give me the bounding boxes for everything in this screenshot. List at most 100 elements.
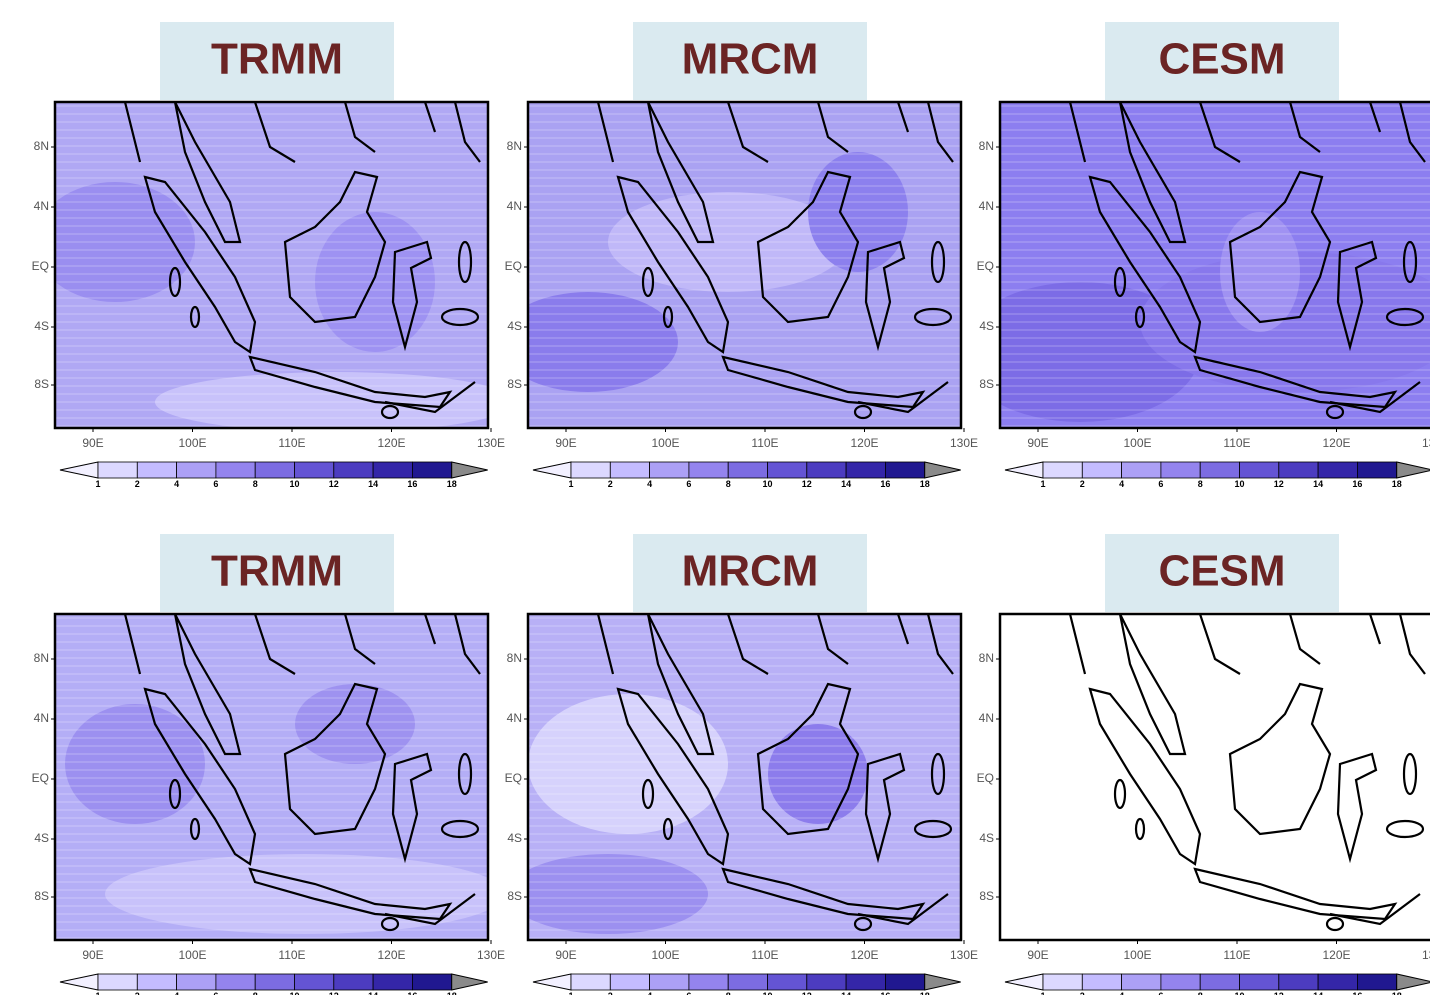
colorbar-segment <box>294 461 335 479</box>
lon-label: 110E <box>751 948 778 962</box>
colorbar-segment <box>609 973 650 991</box>
colorbar-label: 12 <box>1274 479 1284 489</box>
colorbar-segment <box>97 461 138 479</box>
colorbar-label: 2 <box>1080 991 1085 995</box>
colorbar-segment <box>372 461 413 479</box>
lon-label: 110E <box>751 436 778 450</box>
lon-label: 100E <box>178 948 206 962</box>
colorbar-label: 14 <box>841 479 851 489</box>
colorbar-label: 8 <box>726 991 731 995</box>
colorbar-segment <box>1121 973 1162 991</box>
panel-title: MRCM <box>682 547 819 596</box>
colorbar-label: 12 <box>1274 991 1284 995</box>
colorbar-label: 4 <box>647 479 652 489</box>
colorbar-label: 4 <box>174 991 179 995</box>
colorbar-label: 1 <box>95 479 100 489</box>
lon-label: 110E <box>278 436 305 450</box>
colorbar-label: 1 <box>568 991 573 995</box>
colorbar-label: 18 <box>1392 479 1402 489</box>
lat-label: 8N <box>979 139 994 153</box>
colorbar-end <box>532 461 572 479</box>
colorbar-label: 8 <box>1198 991 1203 995</box>
lon-label: 90E <box>82 436 103 450</box>
colorbar-label: 12 <box>802 479 812 489</box>
lat-label: 8N <box>34 651 49 665</box>
lon-label: 90E <box>555 436 576 450</box>
colorbar-label: 4 <box>647 991 652 995</box>
panel-title: TRMM <box>211 547 343 596</box>
colorbar-segment <box>767 461 808 479</box>
colorbar-label: 1 <box>1040 991 1045 995</box>
colorbar-segment <box>649 973 690 991</box>
colorbar-end <box>59 461 99 479</box>
colorbar-label: 16 <box>407 991 417 995</box>
lon-label: 100E <box>1123 436 1151 450</box>
colorbar-segment <box>1160 973 1201 991</box>
lat-label: 8N <box>34 139 49 153</box>
lon-label: 120E <box>850 436 878 450</box>
lon-label: 100E <box>651 948 679 962</box>
map-frame <box>526 100 963 430</box>
colorbar-segment <box>845 461 886 479</box>
lon-label: 90E <box>1027 436 1048 450</box>
colorbar-segment <box>570 973 611 991</box>
panel-title: CESM <box>1158 547 1285 596</box>
colorbar-label: 10 <box>289 991 299 995</box>
colorbar-segment <box>767 973 808 991</box>
lon-label: 100E <box>1123 948 1151 962</box>
title-box <box>160 22 394 100</box>
colorbar-segment <box>885 461 926 479</box>
colorbar-segment <box>1239 461 1280 479</box>
colorbar-end <box>924 461 961 479</box>
colorbar-label: 18 <box>920 479 930 489</box>
colorbar-segment <box>254 973 295 991</box>
colorbar-segment <box>1199 973 1240 991</box>
lon-label: 100E <box>651 436 679 450</box>
colorbar-label: 18 <box>920 991 930 995</box>
lat-label: 4N <box>979 711 994 725</box>
lon-label: 100E <box>178 436 206 450</box>
colorbar-segment <box>136 973 178 991</box>
scan-lines <box>528 614 961 940</box>
lon-label: 110E <box>1223 948 1250 962</box>
scan-lines <box>55 614 488 940</box>
colorbar-end <box>1396 973 1430 991</box>
colorbar-segment <box>1239 973 1280 991</box>
lat-label: 4S <box>507 319 522 333</box>
lat-label: 8S <box>979 377 994 391</box>
lat-label: EQ <box>32 771 49 785</box>
lon-label: 130E <box>950 436 978 450</box>
colorbar-label: 16 <box>407 479 417 489</box>
colorbar-label: 18 <box>447 991 457 995</box>
colorbar-segment <box>411 973 453 991</box>
colorbar-label: 16 <box>1352 991 1362 995</box>
lat-label: 8N <box>507 651 522 665</box>
colorbar-segment <box>1278 461 1319 479</box>
colorbar-end <box>1396 461 1430 479</box>
colorbar-segment <box>411 461 453 479</box>
colorbar-label: 18 <box>447 479 457 489</box>
lon-label: 120E <box>377 948 405 962</box>
colorbar-end <box>532 973 572 991</box>
lon-label: 120E <box>1322 436 1350 450</box>
colorbar-label: 10 <box>762 479 772 489</box>
lat-label: 8N <box>507 139 522 153</box>
lat-label: 4S <box>979 319 994 333</box>
map-frame <box>998 612 1430 942</box>
lat-label: 8S <box>34 889 49 903</box>
colorbar-label: 2 <box>1080 479 1085 489</box>
lat-label: 4S <box>979 831 994 845</box>
lon-label: 90E <box>1027 948 1048 962</box>
colorbar-end <box>924 973 961 991</box>
colorbar-segment <box>254 461 295 479</box>
scan-lines <box>55 102 488 428</box>
colorbar-label: 8 <box>726 479 731 489</box>
colorbar-label: 6 <box>213 991 218 995</box>
lat-label: EQ <box>32 259 49 273</box>
map <box>55 102 488 428</box>
lat-label: 4N <box>34 199 49 213</box>
colorbar-segment <box>333 461 374 479</box>
colorbar-label: 6 <box>1158 991 1163 995</box>
